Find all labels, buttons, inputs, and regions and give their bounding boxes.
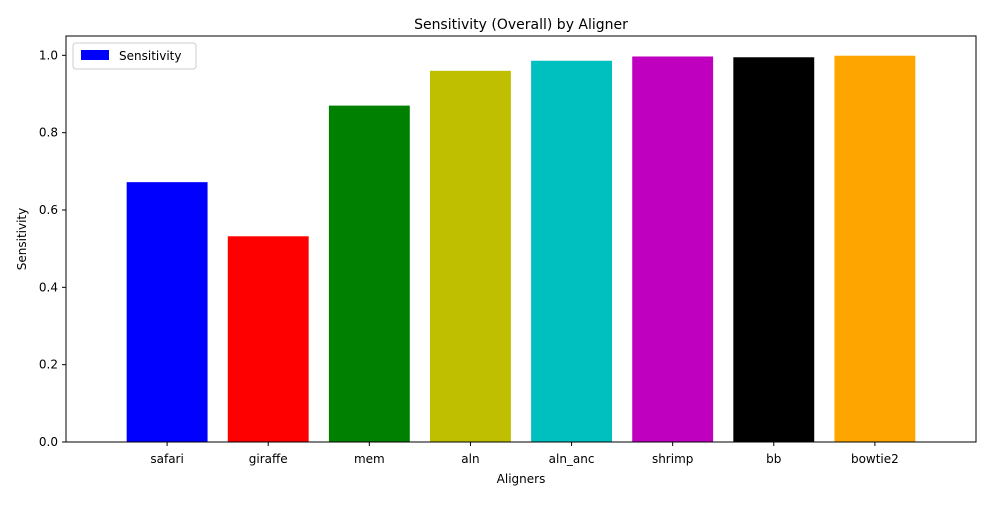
bar-bb [733, 57, 815, 443]
bar-aln-anc [531, 60, 612, 442]
bar-giraffe [227, 236, 309, 442]
bar-shrimp [632, 56, 714, 443]
bars-group [126, 55, 916, 443]
y-axis-label: Sensitivity [15, 208, 29, 270]
y-tick-label: 0.2 [39, 358, 58, 372]
bar-mem [328, 105, 410, 442]
y-tick-label: 0.0 [39, 435, 58, 449]
y-tick-label: 0.6 [39, 203, 58, 217]
x-tick-label: safari [150, 452, 183, 466]
bar-safari [126, 182, 208, 442]
chart-title: Sensitivity (Overall) by Aligner [414, 17, 628, 33]
y-axis-ticks: 0.0 0.2 0.4 0.6 0.8 1.0 [39, 48, 66, 449]
plot-frame [65, 35, 977, 443]
x-tick-label: mem [354, 452, 385, 466]
legend: Sensitivity [72, 42, 197, 70]
x-axis-ticks: safari giraffe mem aln aln_anc shrimp bb bowtie… [150, 442, 899, 466]
legend-swatch [81, 50, 109, 60]
y-tick-label: 0.4 [39, 280, 58, 294]
legend-frame [72, 42, 197, 70]
legend-label: Sensitivity [119, 49, 181, 63]
y-tick-label: 0.8 [39, 126, 58, 140]
x-tick-label: giraffe [249, 452, 288, 466]
bar-bowtie2 [834, 55, 916, 442]
x-tick-label: aln_anc [549, 452, 595, 466]
x-axis-label: Aligners [497, 472, 546, 486]
x-tick-label: shrimp [652, 452, 693, 466]
x-tick-label: bb [766, 452, 781, 466]
bar-aln [430, 70, 511, 443]
x-tick-label: bowtie2 [851, 452, 899, 466]
y-tick-label: 1.0 [39, 48, 58, 62]
x-tick-label: aln [461, 452, 479, 466]
